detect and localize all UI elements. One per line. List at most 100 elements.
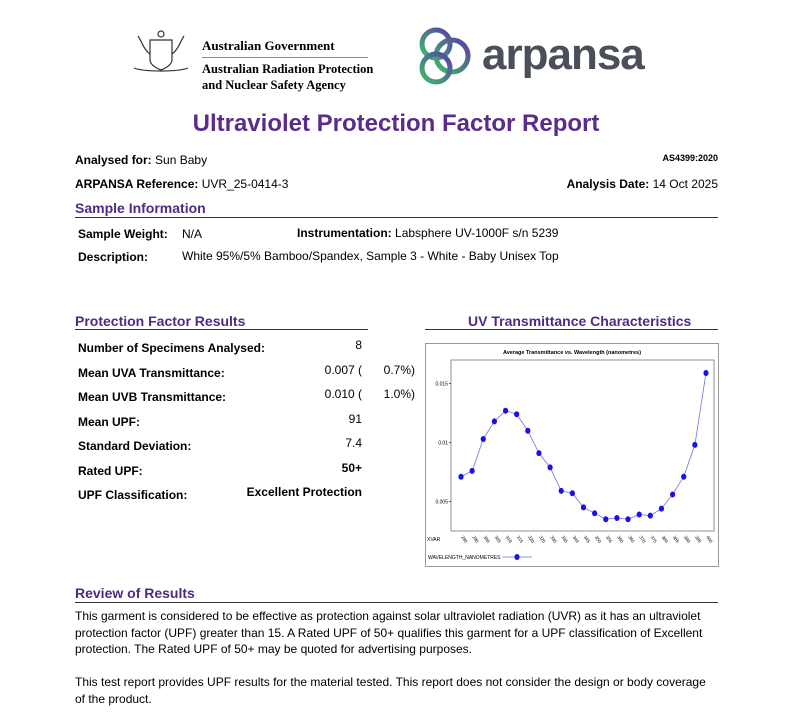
data-point <box>681 473 687 480</box>
weight-label: Sample Weight: <box>78 227 168 241</box>
x-tick-label: 305 <box>494 535 503 544</box>
x-tick-label: 365 <box>627 535 636 544</box>
x-tick-label: 330 <box>549 535 558 544</box>
arpansa-wordmark: arpansa <box>482 30 645 79</box>
result-label: UPF Classification: <box>78 488 188 502</box>
standard: AS4399:2020 <box>662 153 718 163</box>
x-tick-label: 370 <box>638 535 647 544</box>
y-tick-label: 0.005 <box>435 500 448 506</box>
transmittance-chart: Average Transmittance vs. Wavelength (na… <box>425 343 719 567</box>
value: 14 Oct 2025 <box>652 177 718 191</box>
gov-name: Australian Government <box>202 38 335 53</box>
data-point <box>703 369 709 376</box>
result-value: 91 <box>348 411 362 426</box>
data-point <box>592 510 598 517</box>
y-tick-label: 0.01 <box>438 441 448 447</box>
result-value: 0.010 ( <box>324 387 362 401</box>
x-tick-label: 355 <box>605 535 614 544</box>
result-value: 8 <box>355 338 362 352</box>
result-label: Number of Specimens Analysed: <box>78 341 265 355</box>
agency-line1: Australian Radiation Protection <box>202 62 374 76</box>
chart-title: Average Transmittance vs. Wavelength (na… <box>503 350 641 356</box>
results-heading: Protection Factor Results <box>75 313 246 329</box>
description-value: White 95%/5% Bamboo/Spandex, Sample 3 - … <box>182 249 559 263</box>
data-point <box>647 512 653 519</box>
data-point <box>692 441 698 448</box>
x-tick-label: 390 <box>683 535 692 544</box>
analysis-date: Analysis Date: 14 Oct 2025 <box>567 177 718 191</box>
analysed-for: Analysed for: Sun Baby <box>75 153 207 167</box>
x-tick-label: 295 <box>471 535 480 544</box>
result-label: Standard Deviation: <box>78 439 192 453</box>
label: Analysis Date: <box>566 177 650 191</box>
label: Instrumentation: <box>297 226 392 240</box>
result-label: Mean UPF: <box>78 414 141 429</box>
arpansa-logo-icon <box>414 24 478 88</box>
legend-label: WAVELENGTH_NANOMETRES <box>428 555 501 561</box>
x-tick-label: 350 <box>594 535 603 544</box>
data-point <box>547 464 553 471</box>
x-tick-label: 375 <box>649 535 658 544</box>
data-point <box>502 407 509 414</box>
arpansa-reference: ARPANSA Reference: UVR_25-0414-3 <box>75 177 288 191</box>
description-label: Description: <box>78 250 149 264</box>
legend-marker <box>514 554 520 560</box>
x-tick-label: 310 <box>505 535 514 544</box>
instrumentation: Instrumentation: Labsphere UV-1000F s/n … <box>297 226 558 240</box>
agency-line2: and Nuclear Safety Agency <box>202 78 346 92</box>
review-heading: Review of Results <box>75 585 195 601</box>
x-tick-label: 395 <box>694 535 703 544</box>
result-value: Excellent Protection <box>246 485 362 499</box>
weight-value: N/A <box>182 227 203 241</box>
result-percent: 0.7%) <box>383 362 415 377</box>
data-point <box>536 450 542 457</box>
series-line <box>460 372 707 520</box>
plot-area <box>450 359 715 532</box>
result-label: Mean UVA Transmittance: <box>78 365 225 380</box>
data-point <box>514 411 520 418</box>
x-tick-label: 400 <box>705 535 714 544</box>
x-tick-label: 300 <box>482 535 491 544</box>
review-paragraph-2: This test report provides UPF results fo… <box>75 675 706 706</box>
data-point <box>491 418 498 425</box>
data-point <box>469 467 475 474</box>
data-point <box>603 516 609 523</box>
data-point <box>569 490 575 497</box>
x-tick-label: 325 <box>538 535 547 544</box>
x-tick-label: 340 <box>572 535 581 544</box>
data-point <box>480 436 486 443</box>
data-point <box>669 491 676 498</box>
label: Analysed for: <box>75 153 152 167</box>
x-tick-label: 360 <box>616 535 625 544</box>
result-value: 0.007 ( <box>324 362 362 377</box>
x-tick-label: 335 <box>560 535 569 544</box>
review-paragraph-1: This garment is considered to be effecti… <box>75 609 703 656</box>
result-value: 7.4 <box>345 436 362 450</box>
data-point <box>636 511 642 518</box>
data-point <box>658 505 665 512</box>
data-point <box>580 504 587 511</box>
sample-heading: Sample Information <box>75 200 206 216</box>
x-tick-label: 345 <box>583 535 592 544</box>
result-label: Mean UVB Transmittance: <box>78 390 227 404</box>
value: Labsphere UV-1000F s/n 5239 <box>395 226 559 240</box>
y-tick-label: 0.015 <box>435 382 448 388</box>
x-axis-label: XVAR <box>427 537 441 543</box>
data-point <box>625 516 631 523</box>
value: UVR_25-0414-3 <box>201 177 289 191</box>
agency-name: Australian Radiation Protection and Nucle… <box>202 61 373 93</box>
data-point <box>558 487 564 494</box>
result-value: 50+ <box>341 460 362 475</box>
label: ARPANSA Reference: <box>75 177 199 191</box>
x-tick-label: 380 <box>661 535 670 544</box>
result-percent: 1.0%) <box>383 387 415 401</box>
coat-of-arms-logo <box>128 26 194 78</box>
data-point <box>458 473 464 480</box>
x-tick-label: 290 <box>460 535 469 544</box>
x-tick-label: 320 <box>527 535 536 544</box>
data-point <box>525 427 531 434</box>
x-tick-label: 315 <box>516 535 525 544</box>
x-tick-label: 385 <box>672 535 681 544</box>
value: Sun Baby <box>155 153 208 167</box>
uv-heading: UV Transmittance Characteristics <box>468 313 692 329</box>
